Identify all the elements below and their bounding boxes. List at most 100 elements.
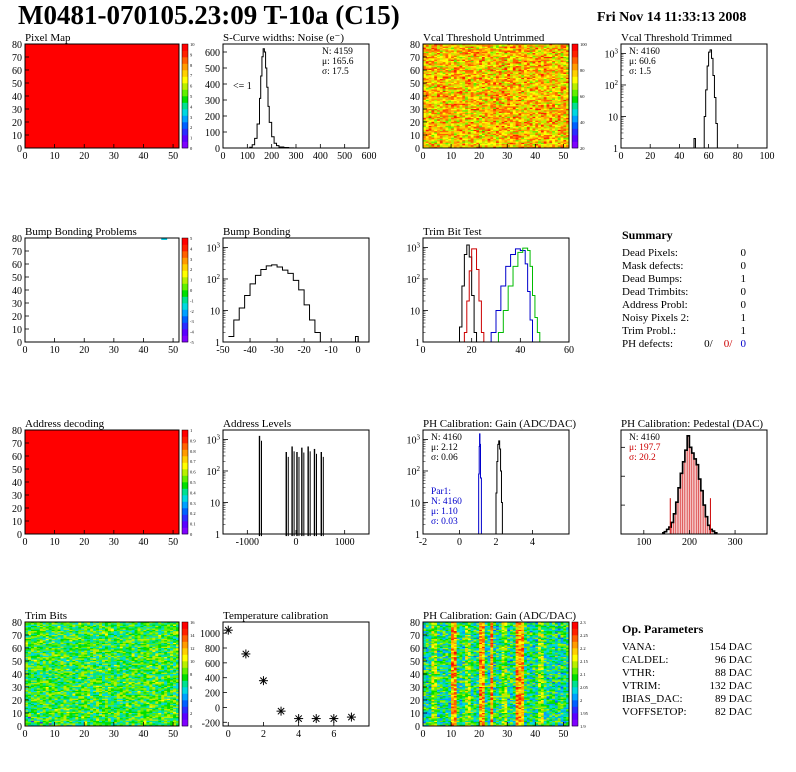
heatmap-cell bbox=[510, 128, 514, 131]
heatmap-cell bbox=[512, 144, 516, 146]
heatmap-cell bbox=[423, 118, 427, 120]
heatmap-cell bbox=[490, 59, 494, 62]
heatmap-cell bbox=[476, 51, 480, 54]
heatmap-cell bbox=[532, 98, 536, 101]
heatmap-cell bbox=[431, 111, 435, 114]
heatmap-cell bbox=[496, 63, 500, 66]
heatmap-cell bbox=[439, 92, 443, 94]
heatmap-cell bbox=[428, 92, 432, 94]
heatmap-cell bbox=[529, 59, 533, 62]
heatmap-cell bbox=[439, 118, 443, 120]
heatmap-cell bbox=[490, 132, 494, 134]
heatmap-cell bbox=[467, 145, 472, 147]
heatmap-cell bbox=[504, 138, 508, 141]
heatmap-cell bbox=[510, 67, 514, 69]
heatmap-cell bbox=[451, 79, 455, 81]
heatmap-cell bbox=[448, 80, 452, 82]
palette-step bbox=[182, 303, 188, 310]
heatmap-cell bbox=[490, 55, 494, 58]
heatmap-cell bbox=[470, 132, 474, 134]
heatmap-cell bbox=[529, 92, 533, 94]
heatmap-cell bbox=[501, 55, 505, 58]
heatmap-cell bbox=[487, 83, 491, 85]
heatmap-cell bbox=[476, 140, 480, 142]
heatmap-cell bbox=[459, 70, 463, 72]
heatmap-cell bbox=[442, 142, 446, 145]
heatmap-cell bbox=[487, 88, 491, 90]
heatmap-cell bbox=[481, 85, 486, 88]
heatmap-cell bbox=[479, 51, 483, 54]
heatmap-cell bbox=[453, 64, 457, 67]
heatmap-cell bbox=[431, 45, 435, 47]
heatmap-cell bbox=[496, 72, 500, 75]
heatmap-cell bbox=[501, 112, 505, 115]
heatmap-cell bbox=[490, 58, 494, 60]
heatmap-cell bbox=[490, 120, 494, 123]
heatmap-cell bbox=[521, 70, 525, 72]
heatmap-cell bbox=[524, 45, 528, 47]
heatmap-cell bbox=[434, 140, 438, 142]
heatmap-cell bbox=[453, 53, 457, 55]
heatmap-cell bbox=[515, 63, 519, 66]
heatmap-cell bbox=[423, 97, 427, 99]
heatmap-cell bbox=[434, 50, 438, 53]
heatmap-cell bbox=[425, 89, 429, 92]
heatmap-cell bbox=[484, 138, 488, 141]
heatmap-cell bbox=[431, 79, 435, 81]
heatmap-cell bbox=[423, 89, 427, 92]
heatmap-cell bbox=[467, 129, 472, 132]
heatmap-cell bbox=[481, 135, 486, 137]
heatmap-cell bbox=[467, 72, 472, 75]
heatmap-cell bbox=[470, 103, 474, 106]
heatmap-cell bbox=[456, 124, 460, 127]
heatmap-cell bbox=[467, 132, 472, 134]
heatmap-cell bbox=[504, 64, 508, 67]
heatmap-cell bbox=[470, 107, 474, 110]
heatmap-cell bbox=[521, 94, 525, 97]
heatmap-cell bbox=[507, 94, 511, 97]
heatmap-cell bbox=[529, 124, 533, 127]
heatmap-cell bbox=[532, 102, 536, 105]
heatmap-cell bbox=[498, 77, 502, 80]
heatmap-cell bbox=[521, 86, 525, 89]
heatmap-cell bbox=[532, 103, 536, 106]
heatmap-cell bbox=[445, 92, 449, 94]
heatmap-cell bbox=[532, 53, 536, 55]
heatmap-cell bbox=[487, 99, 491, 102]
heatmap-cell bbox=[459, 118, 463, 120]
heatmap-cell bbox=[512, 66, 516, 68]
chart-title: PH Calibration: Pedestal (DAC) bbox=[621, 418, 763, 430]
heatmap-cell bbox=[439, 75, 443, 77]
heatmap-cell bbox=[501, 115, 505, 118]
heatmap-cell bbox=[524, 111, 528, 114]
heatmap-cell bbox=[445, 75, 449, 77]
heatmap-cell bbox=[459, 141, 463, 144]
heatmap-cell bbox=[529, 79, 533, 81]
heatmap-cell bbox=[423, 90, 427, 93]
y-tick-label: 102 bbox=[207, 273, 221, 286]
heatmap-cell bbox=[481, 60, 486, 63]
heatmap-cell bbox=[467, 73, 472, 76]
heatmap-cell bbox=[496, 103, 500, 106]
heatmap-cell bbox=[467, 127, 472, 129]
heatmap-cell bbox=[448, 138, 452, 141]
heatmap-cell bbox=[431, 119, 435, 121]
heatmap-cell bbox=[465, 50, 469, 53]
heatmap-cell bbox=[510, 81, 514, 84]
heatmap-cell bbox=[515, 80, 519, 82]
heatmap-cell bbox=[496, 133, 500, 136]
heatmap-cell bbox=[442, 71, 446, 73]
heatmap-cell bbox=[532, 119, 536, 121]
heatmap-cell bbox=[507, 119, 511, 121]
heatmap-cell bbox=[484, 72, 488, 75]
heatmap-cell bbox=[498, 137, 502, 140]
heatmap-cell bbox=[431, 105, 435, 107]
heatmap-cell bbox=[425, 46, 429, 49]
heatmap-cell bbox=[425, 44, 429, 46]
heatmap-cell bbox=[459, 44, 463, 46]
heatmap-cell bbox=[507, 44, 511, 46]
heatmap-cell bbox=[515, 140, 519, 142]
heatmap-cell bbox=[431, 110, 435, 112]
heatmap-cell bbox=[459, 72, 463, 75]
heatmap-cell bbox=[515, 72, 519, 75]
